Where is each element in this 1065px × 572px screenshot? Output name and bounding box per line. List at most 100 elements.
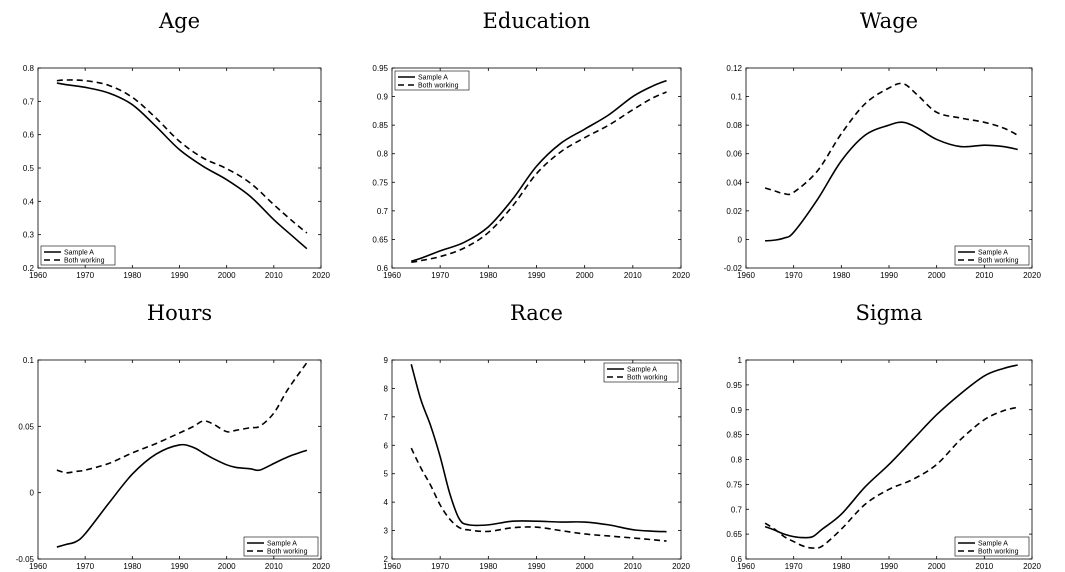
y-tick-label: 0.05 [18, 422, 34, 431]
x-tick-label: 1970 [431, 271, 449, 280]
y-tick-label: 5 [384, 470, 389, 479]
y-tick-label: -0.02 [724, 264, 743, 273]
x-tick-label: 2000 [576, 562, 594, 571]
x-tick-label: 1960 [383, 562, 401, 571]
x-tick-label: 2020 [672, 562, 690, 571]
legend-label-both-working: Both working [627, 375, 668, 382]
series-line-both-working-wage [764, 82, 1019, 196]
y-tick-label: 3 [384, 527, 389, 536]
x-tick-label: 2000 [928, 562, 946, 571]
x-tick-label: 2010 [265, 271, 283, 280]
x-tick-label: 2000 [576, 271, 594, 280]
y-tick-label: 0 [738, 235, 743, 244]
y-tick-label: 0.04 [726, 178, 742, 187]
x-tick-label: 2020 [672, 271, 690, 280]
y-tick-label: 0.1 [23, 356, 35, 365]
legend-label-both-working: Both working [978, 549, 1019, 556]
legend-label-both-working: Both working [978, 258, 1019, 265]
x-tick-label: 1970 [785, 562, 803, 571]
panel-wage: Wage 1960 1970 1980 1990 2000 2010 2020 -0.02 0 0.… [724, 9, 1042, 280]
series-line-sample-a-sigma [764, 364, 1018, 539]
series-line-sample-a-wage [765, 121, 1018, 242]
legend-label-both-working: Both working [267, 549, 308, 556]
x-tick-label: 2000 [218, 562, 236, 571]
panel-education: Education 1960 1970 1980 1990 2000 2010 2020 0.6… [372, 9, 690, 280]
x-tick-label: 2020 [1023, 271, 1041, 280]
y-tick-label: 0.3 [23, 231, 35, 240]
y-tick-label: 0.85 [726, 431, 742, 440]
y-tick-label: 0.2 [23, 264, 35, 273]
y-tick-label: 4 [384, 498, 389, 507]
y-tick-label: 0.75 [726, 480, 742, 489]
y-tick-label: 0.75 [372, 178, 388, 187]
panel-title-sigma: Sigma [856, 301, 923, 325]
x-tick-label: 2020 [1023, 562, 1041, 571]
y-tick-label: -0.05 [16, 555, 35, 564]
x-tick-label: 1970 [76, 562, 94, 571]
x-tick-label: 1990 [528, 271, 546, 280]
y-tick-label: 7 [384, 413, 389, 422]
y-tick-label: 0.65 [726, 530, 742, 539]
y-tick-label: 0.06 [726, 150, 742, 159]
x-tick-label: 1990 [171, 271, 189, 280]
y-tick-label: 6 [384, 441, 389, 450]
panel-title-wage: Wage [860, 9, 918, 33]
y-tick-label: 1 [738, 356, 743, 365]
series-line-both-working-race [410, 447, 667, 542]
y-tick-label: 0.95 [372, 64, 388, 73]
x-tick-label: 2010 [265, 562, 283, 571]
legend-label-sample-a: Sample A [267, 541, 297, 548]
x-tick-label: 1990 [880, 271, 898, 280]
x-tick-label: 1980 [479, 271, 497, 280]
series-line-sample-a-hours [56, 443, 308, 548]
x-tick-label: 2010 [624, 562, 642, 571]
x-tick-label: 2010 [624, 271, 642, 280]
legend-label-both-working: Both working [418, 83, 459, 90]
y-tick-label: 0.6 [23, 131, 35, 140]
y-tick-label: 0.65 [372, 235, 388, 244]
y-tick-label: 9 [384, 356, 389, 365]
x-tick-label: 2000 [928, 271, 946, 280]
y-tick-label: 0.02 [726, 207, 742, 216]
y-tick-label: 0.5 [23, 164, 35, 173]
legend-label-sample-a: Sample A [418, 75, 448, 82]
x-tick-label: 1970 [76, 271, 94, 280]
y-tick-label: 0.9 [377, 93, 389, 102]
panel-title-hours: Hours [147, 301, 212, 325]
panel-title-education: Education [483, 9, 591, 33]
y-tick-label: 0.7 [731, 505, 743, 514]
panel-sigma: Sigma 1960 1970 1980 1990 2000 2010 2020 0.6 0.65… [726, 301, 1041, 571]
y-tick-label: 0.4 [23, 197, 35, 206]
legend-label-sample-a: Sample A [978, 541, 1008, 548]
legend-label-sample-a: Sample A [978, 250, 1008, 257]
panel-title-age: Age [158, 9, 200, 33]
series-line-both-working-age [56, 79, 308, 234]
series-line-sample-a-age [56, 82, 308, 250]
y-tick-label: 0.1 [731, 93, 743, 102]
y-tick-label: 0.8 [731, 456, 743, 465]
series-line-both-working-hours [56, 362, 308, 474]
x-tick-label: 2020 [312, 562, 330, 571]
y-tick-label: 0.7 [377, 207, 389, 216]
panel-hours: Hours 1960 1970 1980 1990 2000 2010 2020 -0.05 0 0… [16, 301, 331, 571]
y-tick-label: 0.7 [23, 97, 35, 106]
legend-label-sample-a: Sample A [64, 250, 94, 257]
y-tick-label: 0.85 [372, 121, 388, 130]
y-tick-label: 0.12 [726, 64, 742, 73]
x-tick-label: 1980 [832, 271, 850, 280]
panel-age: Age 1960 1970 1980 1990 2000 2010 2020 0.2 0.3 0.4… [23, 9, 331, 280]
x-tick-label: 1970 [785, 271, 803, 280]
y-tick-label: 8 [384, 384, 389, 393]
x-tick-label: 1980 [123, 562, 141, 571]
x-tick-label: 2000 [218, 271, 236, 280]
y-tick-label: 0.95 [726, 381, 742, 390]
x-tick-label: 1970 [431, 562, 449, 571]
series-line-sample-a-education [411, 79, 667, 262]
x-tick-label: 1990 [171, 562, 189, 571]
